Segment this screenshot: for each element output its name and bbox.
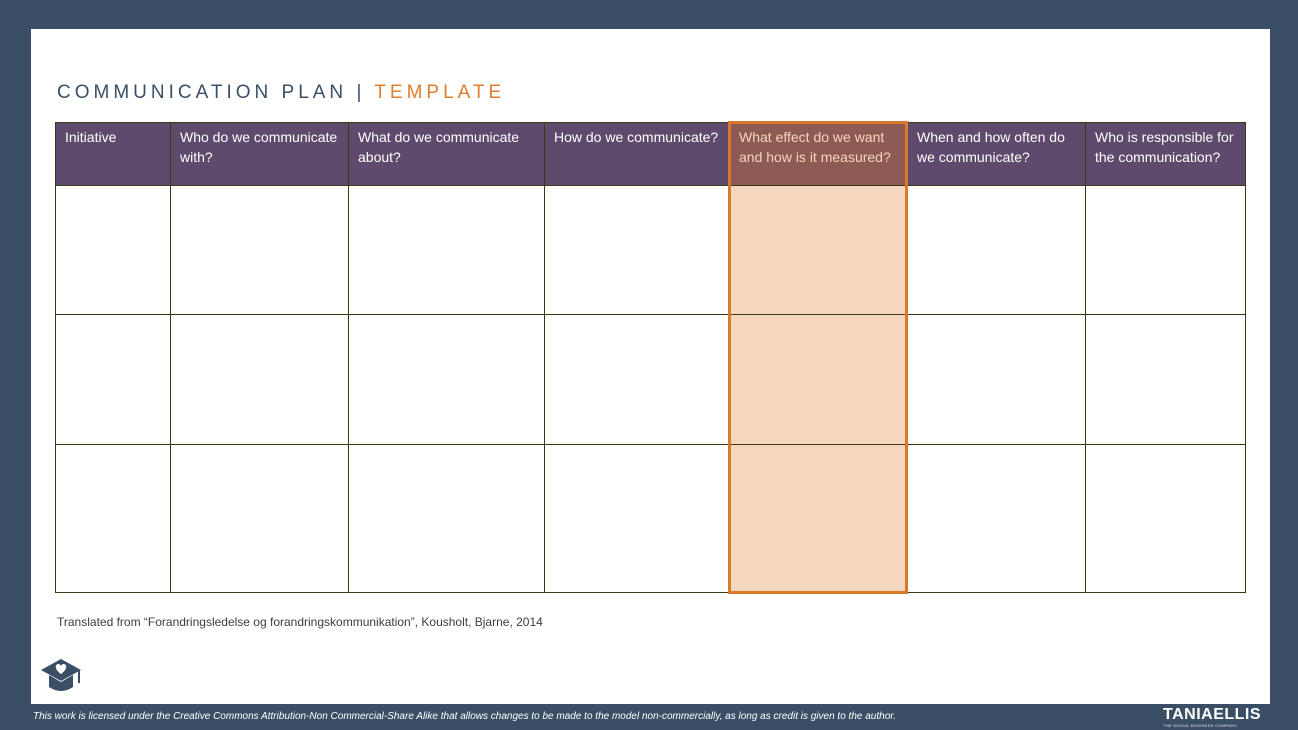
graduation-cap-heart-icon [41, 659, 81, 691]
page-title: COMMUNICATION PLAN | TEMPLATE [57, 82, 505, 104]
license-notice: This work is licensed under the Creative… [33, 711, 896, 722]
table-cell[interactable] [907, 184, 1086, 316]
table-cell[interactable] [544, 443, 730, 594]
header-content: What do we communicate about? [348, 122, 545, 186]
title-main: COMMUNICATION PLAN [57, 82, 348, 103]
table-cell-highlighted[interactable] [729, 443, 908, 594]
table-cell[interactable] [544, 314, 730, 445]
title-separator: | [356, 82, 366, 103]
table-cell-highlighted[interactable] [729, 314, 908, 445]
table-cell[interactable] [1085, 184, 1246, 316]
source-citation: Translated from “Forandringsledelse og f… [57, 615, 543, 629]
header-initiative: Initiative [55, 122, 171, 186]
slide: COMMUNICATION PLAN | TEMPLATE Initiative… [31, 29, 1270, 704]
table-row [55, 443, 1246, 594]
table-cell[interactable] [348, 443, 545, 594]
header-frequency: When and how often do we communicate? [907, 122, 1086, 186]
table-cell[interactable] [170, 314, 349, 445]
table-cell-highlighted[interactable] [729, 184, 908, 316]
table-header-row: Initiative Who do we communicate with? W… [55, 122, 1246, 186]
header-effect: What effect do we want and how is it mea… [729, 122, 908, 186]
table-cell[interactable] [170, 443, 349, 594]
table-cell[interactable] [170, 184, 349, 316]
table-cell[interactable] [55, 443, 171, 594]
header-channel: How do we communicate? [544, 122, 730, 186]
table-cell[interactable] [55, 184, 171, 316]
header-responsible: Who is responsible for the communication… [1085, 122, 1246, 186]
brand-tagline: THE SOCIAL BUSINESS COMPANY [1163, 723, 1238, 728]
table-cell[interactable] [55, 314, 171, 445]
table-cell[interactable] [348, 184, 545, 316]
brand-logo: TANIAELLIS [1163, 706, 1262, 723]
header-audience: Who do we communicate with? [170, 122, 349, 186]
title-accent: TEMPLATE [374, 82, 506, 103]
table-cell[interactable] [348, 314, 545, 445]
table-cell[interactable] [1085, 443, 1246, 594]
table-cell[interactable] [544, 184, 730, 316]
table-cell[interactable] [907, 443, 1086, 594]
table-row [55, 314, 1246, 445]
communication-plan-table: Initiative Who do we communicate with? W… [55, 122, 1246, 594]
table-row [55, 184, 1246, 316]
table-cell[interactable] [907, 314, 1086, 445]
table-cell[interactable] [1085, 314, 1246, 445]
